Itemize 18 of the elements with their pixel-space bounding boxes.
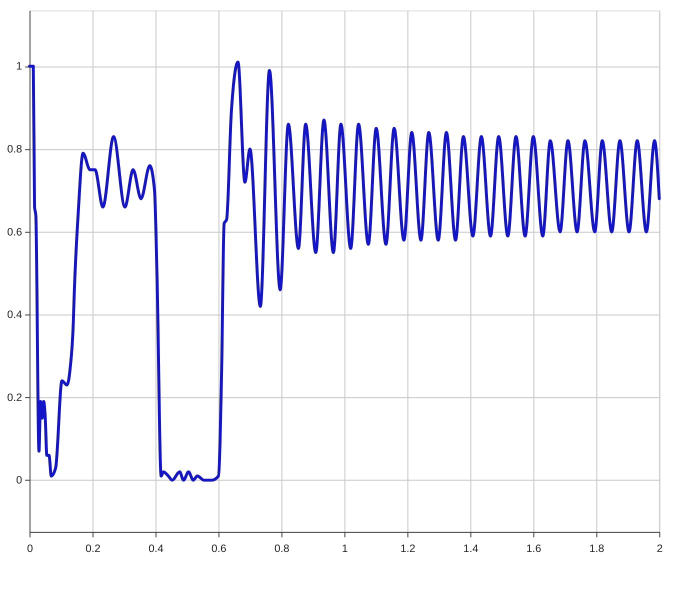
line-series (28, 60, 661, 482)
x-tick-label: 1 (342, 543, 348, 556)
y-tick-label: 0.2 (7, 392, 22, 404)
x-tick-label: 0.8 (274, 543, 290, 556)
x-tick-label: 0.6 (211, 543, 226, 556)
x-tick-label: 1.8 (589, 543, 604, 556)
y-tick-label: 1 (16, 60, 22, 73)
x-tick-label: 0.4 (148, 543, 164, 556)
x-tick-label: 1.2 (400, 543, 416, 556)
x-tick-label: 0.2 (85, 543, 100, 556)
x-tick-label: 1.6 (526, 543, 542, 556)
x-tick-label: 0 (27, 543, 34, 556)
x-tick-label: 2 (656, 543, 663, 556)
y-tick-label: 0 (16, 474, 22, 487)
y-tick-label: 0.8 (7, 144, 22, 156)
x-tick-label: 1.4 (463, 543, 478, 556)
y-tick-label: 0.6 (7, 226, 22, 238)
y-tick-label: 0.4 (7, 309, 22, 322)
